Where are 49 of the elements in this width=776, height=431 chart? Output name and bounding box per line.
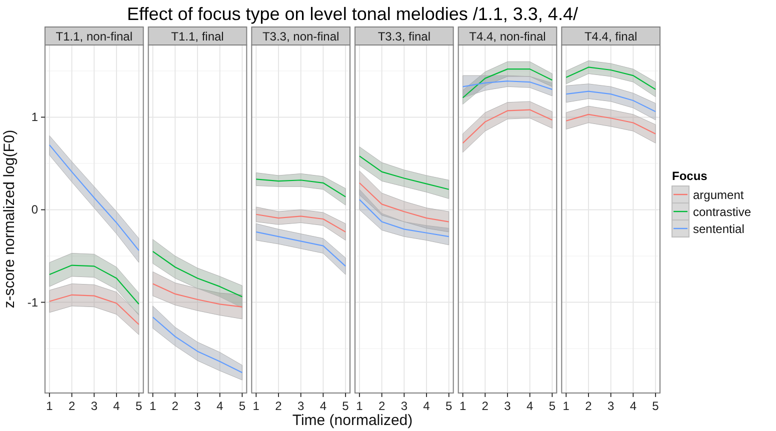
text: Effect of focus type on level tonal melodies /1.1, 3.3, 4.4/	[127, 4, 578, 24]
x-tick-label: 5	[238, 399, 246, 413]
line-series	[48, 264, 140, 305]
x-tick-label: 5	[136, 399, 143, 413]
x-tick-label: 5	[342, 399, 350, 413]
chart-title: T3.3, non-final	[262, 30, 340, 44]
x-tick-label: 1	[149, 399, 156, 413]
x-tick-label: 3	[297, 399, 304, 413]
x-tick-label: 4	[630, 399, 637, 413]
x-tick-label: 2	[585, 399, 592, 413]
x-tick-label: 3	[194, 399, 202, 413]
chart-title: T1.1, non-final	[56, 30, 133, 44]
y-tick-label: 1	[31, 110, 38, 124]
x-tick-label: 4	[526, 399, 534, 413]
legend-label: sentential	[693, 222, 744, 236]
y-axis-title: z-score normalized log(F0)	[1, 130, 18, 308]
legend-label: argument	[693, 188, 744, 202]
chart-title: T4.4, final	[584, 30, 638, 44]
x-tick-label: 1	[459, 399, 466, 413]
x-tick-label: 5	[548, 399, 556, 413]
x-tick-label: 3	[504, 399, 512, 413]
x-tick-label: 2	[275, 399, 282, 413]
line-series	[48, 294, 140, 326]
chart-title: T4.4, non-final	[469, 30, 546, 44]
chart-title: T3.3, final	[378, 30, 431, 44]
x-tick-label: 1	[562, 399, 570, 413]
x-tick-label: 1	[356, 399, 364, 413]
x-axis-title: Time (normalized)	[292, 412, 413, 429]
x-tick-label: 1	[252, 399, 260, 413]
x-tick-label: 5	[446, 399, 453, 413]
y-tick-label: 0	[31, 202, 38, 217]
x-tick-label: 3	[400, 399, 408, 413]
line-series	[48, 144, 140, 252]
legend-label: contrastive	[693, 205, 752, 219]
x-tick-label: 1	[46, 399, 54, 413]
x-tick-label: 3	[607, 399, 614, 413]
x-tick-label: 4	[320, 399, 327, 413]
y-tick-label: -1	[27, 295, 38, 310]
x-tick-label: 2	[378, 399, 386, 413]
x-tick-label: 4	[423, 399, 430, 413]
x-tick-label: 3	[90, 399, 98, 413]
x-tick-label: 2	[482, 399, 489, 413]
x-tick-label: 2	[172, 399, 179, 413]
x-tick-label: 4	[113, 399, 120, 413]
x-tick-label: 4	[216, 399, 224, 413]
chart-title: T1.1, final	[171, 30, 224, 44]
x-tick-label: 5	[652, 399, 660, 413]
x-tick-label: 2	[68, 399, 76, 413]
legend-title: Focus	[672, 169, 708, 183]
